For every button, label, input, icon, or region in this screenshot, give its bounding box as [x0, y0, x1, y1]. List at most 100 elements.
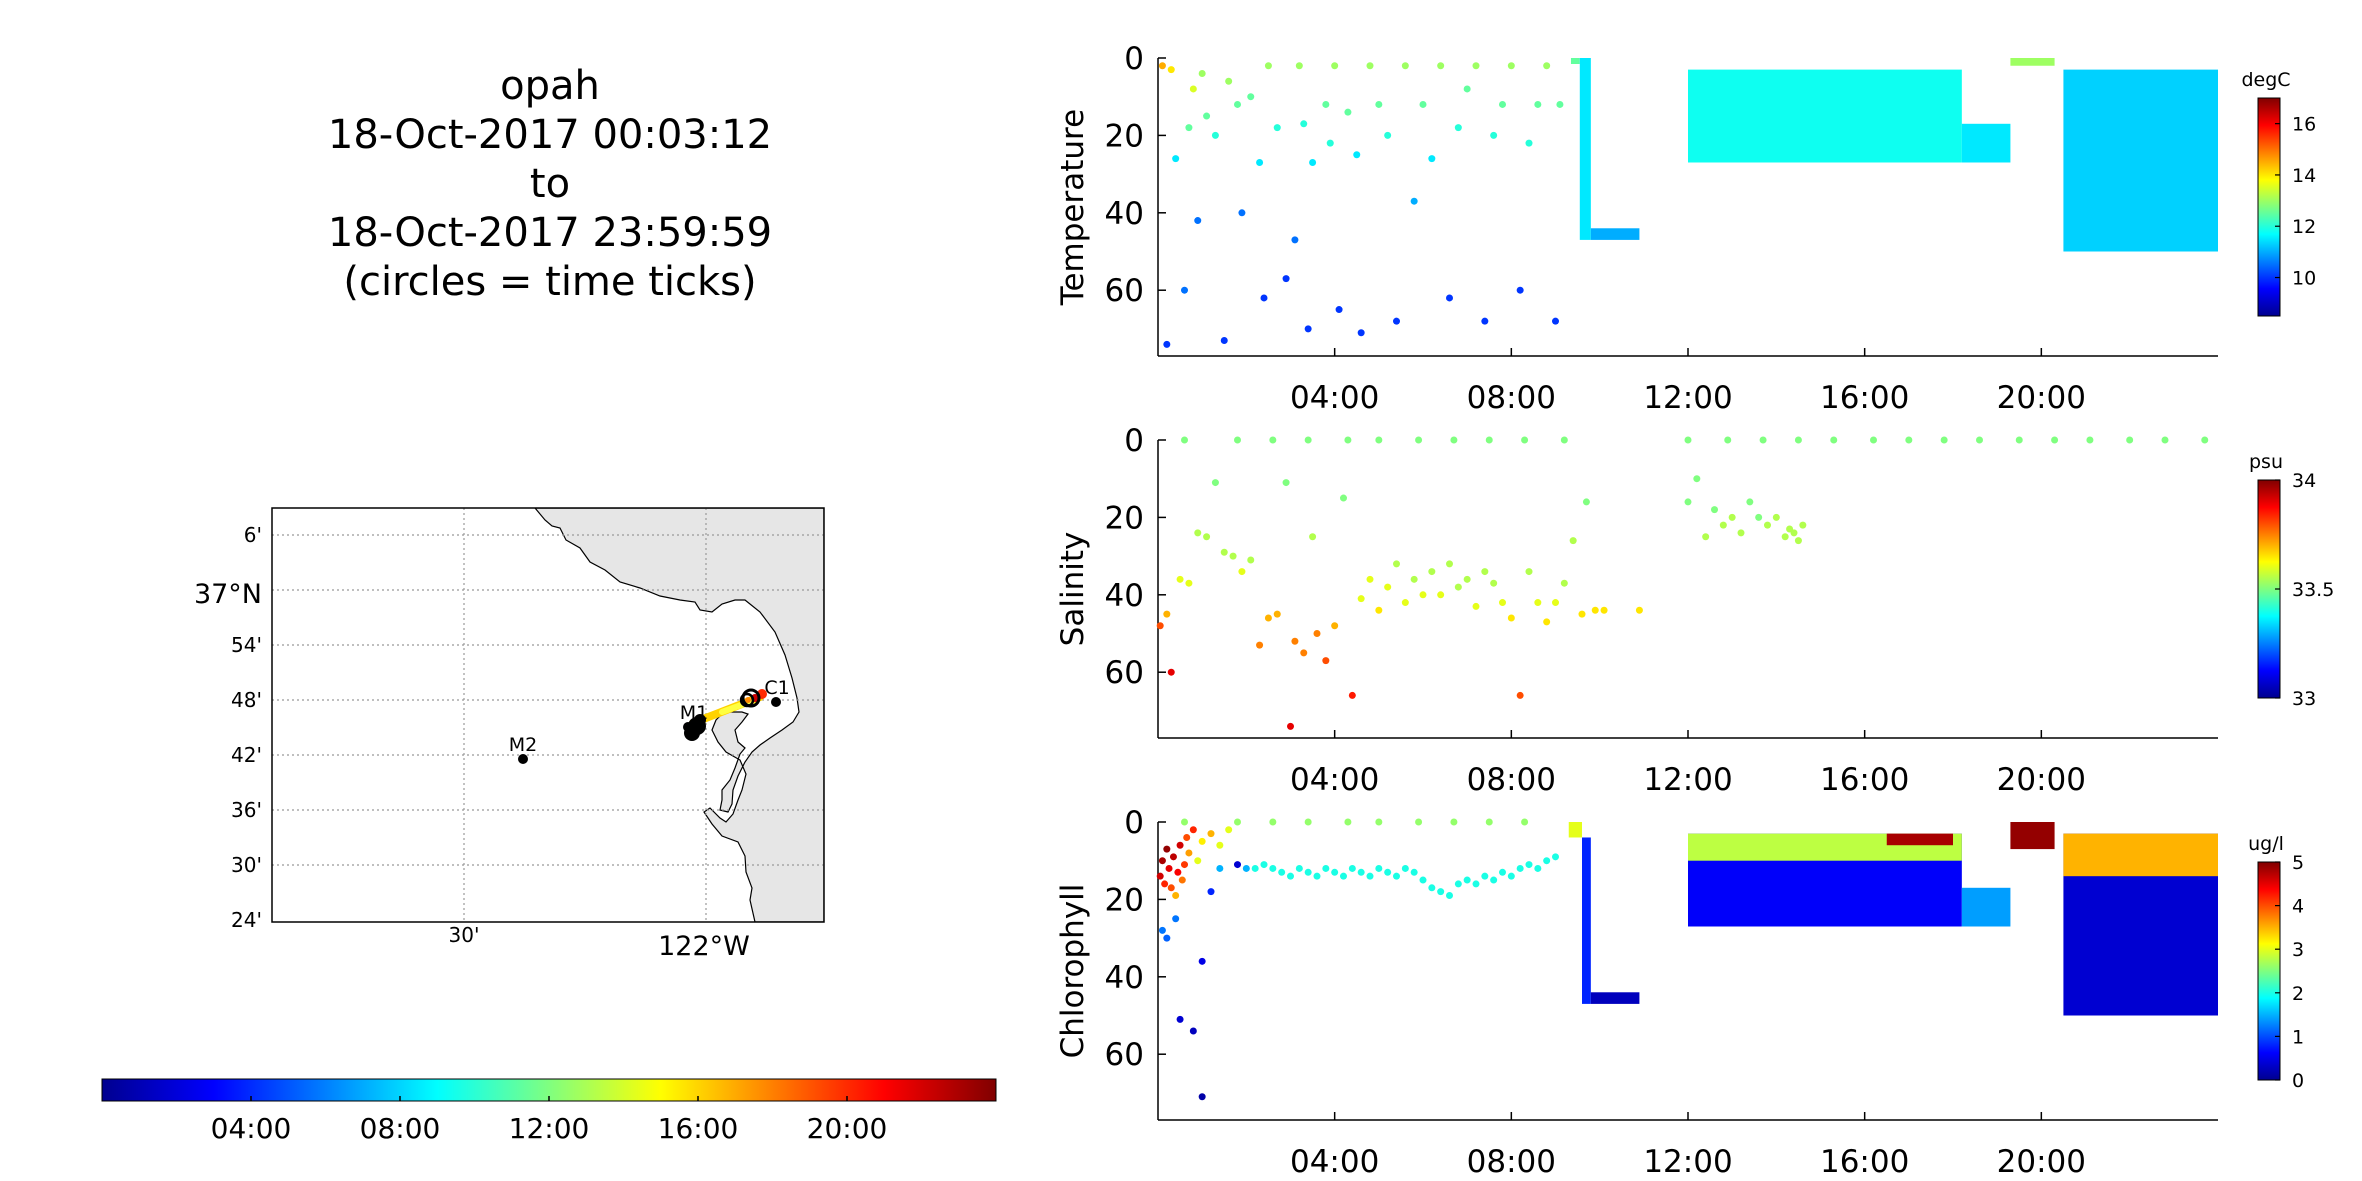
profile-segment [1582, 837, 1591, 1004]
profile-segment [2063, 69, 2218, 252]
location-map: 6' 37°N 54' 48' 42' 36' 30' 24' 30' 122°… [194, 507, 825, 962]
data-point [2201, 436, 2209, 444]
data-point [1870, 436, 1877, 444]
data-point [1702, 533, 1710, 541]
map-lon-ticks: 30' 122°W [449, 923, 750, 962]
data-point [1256, 641, 1264, 649]
data-point [1799, 521, 1807, 529]
map-frame [271, 507, 825, 923]
data-point [1446, 294, 1453, 302]
data-point [1764, 521, 1771, 529]
data-point [1454, 583, 1462, 591]
colorbar-unit: degC [2241, 69, 2290, 91]
data-point [1401, 62, 1409, 70]
data-point [1167, 66, 1175, 74]
data-point [1521, 436, 1529, 444]
lat-tick: 30' [231, 853, 262, 877]
data-point [1207, 830, 1215, 838]
data-point [2086, 436, 2094, 444]
data-point [1304, 436, 1312, 444]
title-line-start: 18-Oct-2017 00:03:12 [327, 112, 773, 158]
data-point [1507, 614, 1515, 622]
data-point [1450, 818, 1458, 826]
colorbar-tick-label: 3 [2292, 939, 2304, 961]
data-point [1454, 880, 1462, 888]
figure-title: opah 18-Oct-2017 00:03:12 to 18-Oct-2017… [250, 62, 850, 307]
data-point [1264, 62, 1272, 70]
data-point [1490, 876, 1498, 884]
data-point [1940, 436, 1948, 444]
data-point [1167, 884, 1175, 892]
data-point [1273, 610, 1281, 618]
time-colorbar-label: 04:00 [211, 1112, 292, 1145]
data-point [1172, 915, 1180, 923]
data-point [1582, 498, 1590, 506]
data-point [1348, 691, 1356, 699]
data-point [1203, 533, 1211, 541]
lat-tick: 24' [231, 908, 262, 932]
profile-segment [1579, 58, 1591, 240]
data-point [1216, 864, 1224, 872]
title-line-to: to [529, 161, 571, 207]
data-point [1463, 85, 1471, 93]
data-point [1419, 591, 1427, 599]
data-point [1366, 872, 1374, 880]
lon-tick: 30' [449, 923, 480, 947]
data-point [1516, 691, 1524, 699]
data-point [1287, 872, 1294, 880]
y-tick-label: 40 [1105, 960, 1144, 996]
y-tick-label: 0 [1124, 805, 1144, 841]
data-point [1410, 197, 1418, 205]
data-point [1357, 329, 1365, 337]
y-tick-label: 40 [1105, 196, 1144, 232]
data-point [1178, 876, 1186, 884]
data-point [1534, 864, 1542, 872]
data-point [1185, 579, 1193, 587]
colorbar-tick-label: 33 [2292, 688, 2316, 710]
data-point [1331, 622, 1339, 630]
data-point [1472, 602, 1480, 610]
data-point [1194, 857, 1202, 865]
map-lat-ticks: 6' 37°N 54' 48' 42' 36' 30' 24' [194, 523, 262, 932]
data-point [1158, 62, 1166, 70]
data-point [1207, 888, 1215, 896]
data-point [1291, 236, 1299, 244]
data-point [1393, 317, 1400, 325]
profile-segment [2063, 833, 2218, 877]
colorbar-tick-label: 16 [2292, 114, 2316, 136]
data-point [1313, 872, 1321, 880]
data-point [1169, 853, 1177, 861]
data-point [1419, 100, 1427, 108]
data-point [1454, 124, 1462, 132]
data-point [1185, 849, 1193, 857]
data-point [1393, 872, 1400, 880]
data-point [1304, 818, 1312, 826]
data-point [1322, 100, 1330, 108]
time-colorbar: 04:00 08:00 12:00 16:00 20:00 [101, 1078, 997, 1145]
data-point [1335, 306, 1343, 314]
data-point [1167, 668, 1175, 676]
data-point [1507, 62, 1515, 70]
data-point [1172, 892, 1180, 900]
data-point [1375, 818, 1383, 826]
data-point [1165, 864, 1173, 872]
data-point [1830, 436, 1838, 444]
data-point [1543, 857, 1551, 865]
data-point [1794, 436, 1802, 444]
data-point [1278, 868, 1286, 876]
data-point [1238, 568, 1246, 576]
data-point [1282, 479, 1290, 487]
data-point [1295, 62, 1303, 70]
profile-segment [1688, 69, 1962, 163]
data-point [1543, 618, 1551, 626]
data-point [1746, 498, 1754, 506]
data-point [1366, 62, 1374, 70]
data-point [1181, 286, 1188, 294]
data-point [1344, 436, 1352, 444]
y-tick-label: 40 [1105, 578, 1144, 614]
lat-tick: 37°N [194, 579, 262, 610]
data-point [1309, 158, 1317, 166]
data-point [1366, 575, 1374, 583]
data-point [1295, 864, 1303, 872]
